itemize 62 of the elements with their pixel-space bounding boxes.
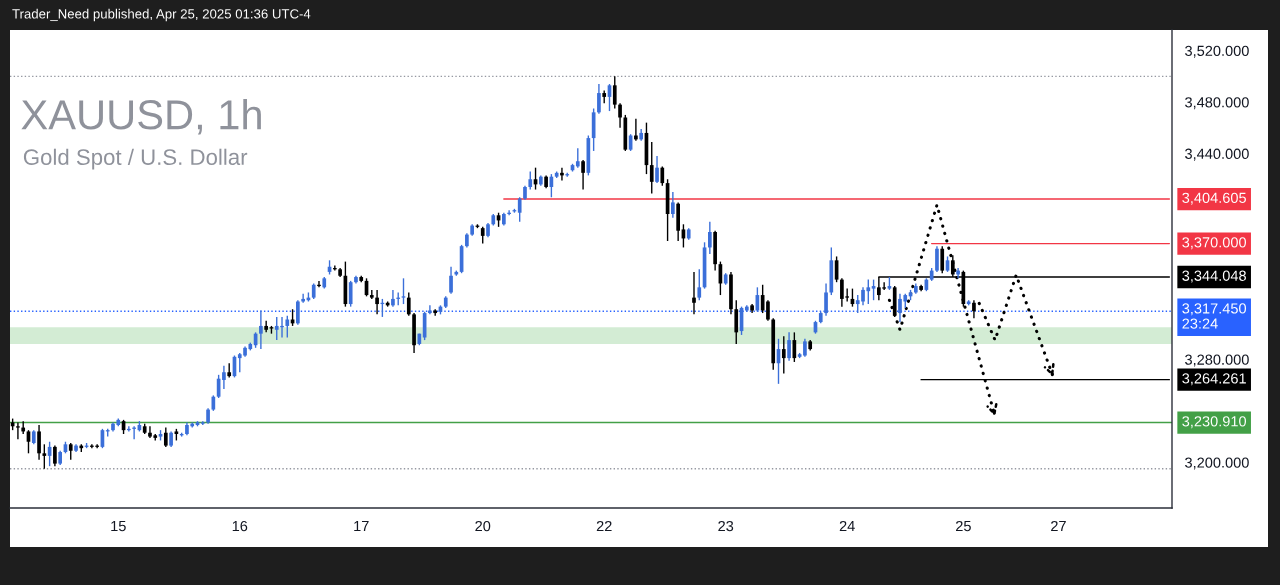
y-tick-label: 3,520.000 [1185,45,1249,58]
candlestick [16,421,20,440]
candlestick [37,424,41,461]
candlestick [972,299,976,319]
candlestick [824,282,828,317]
candlestick [871,278,876,301]
candlestick [935,245,939,273]
ref-line-label: 3,317.450 23:24 [1182,303,1247,329]
candlestick [734,299,739,345]
candlestick [428,304,432,316]
candlestick [296,299,300,326]
y-tick-label: 3,480.000 [1185,97,1249,110]
x-tick-label: 27 [1051,520,1066,532]
y-tick-label: 3,440.000 [1185,148,1249,161]
x-tick-label: 17 [354,521,369,532]
candlestick [401,277,406,305]
x-tick-label: 24 [839,520,855,532]
ref-line-label: 3,230.910 [1182,416,1247,429]
candlestick [406,291,411,317]
candlestick [612,75,617,110]
candlestick [649,141,654,195]
candlestick [697,268,702,301]
candlestick [163,426,168,448]
candlestick [618,102,622,129]
candlestick [803,338,807,358]
candlestick [940,245,945,274]
data-label: 3,370.000 [1182,237,1247,250]
candlestick [42,443,47,470]
data-label: 3,404.605 [1182,192,1246,205]
candlestick [597,83,601,115]
x-tick-label: 22 [596,520,612,532]
candlestick [348,280,353,308]
x-tick-label: 15 [111,521,126,532]
data-label: 3,264.261 [1182,373,1246,386]
candlestick [660,165,665,187]
candlestick [655,155,659,184]
candlestick [787,331,791,362]
x-tick-label: 20 [475,520,491,532]
candlestick [528,170,533,191]
y-tick-label: 3,280.000 [1185,354,1249,367]
candlestick [575,147,580,169]
candlestick [259,309,263,350]
candlestick [581,159,585,191]
candlestick [671,191,675,219]
candlestick [222,365,226,390]
candlestick [391,289,395,308]
candlestick [285,314,290,339]
candlestick [707,221,712,255]
candlestick [375,289,379,316]
data-label: 3,344.048 [1182,270,1246,283]
candlestick [781,335,786,375]
text: Trader_Need published, Apr 25, 2025 01:36 UTC-4 [12,8,311,22]
candlestick [53,444,57,467]
text: Gold Spot / U.S. Dollar [23,148,248,170]
candlestick [449,266,453,295]
y-tick-label: 3,200.000 [1185,457,1249,470]
x-tick-label: 25 [955,520,971,532]
candlestick [517,196,522,223]
x-tick-label: 23 [718,520,734,532]
candlestick [692,271,696,316]
x-tick-label: 16 [232,520,248,532]
text: XAUUSD, 1h [21,99,261,135]
